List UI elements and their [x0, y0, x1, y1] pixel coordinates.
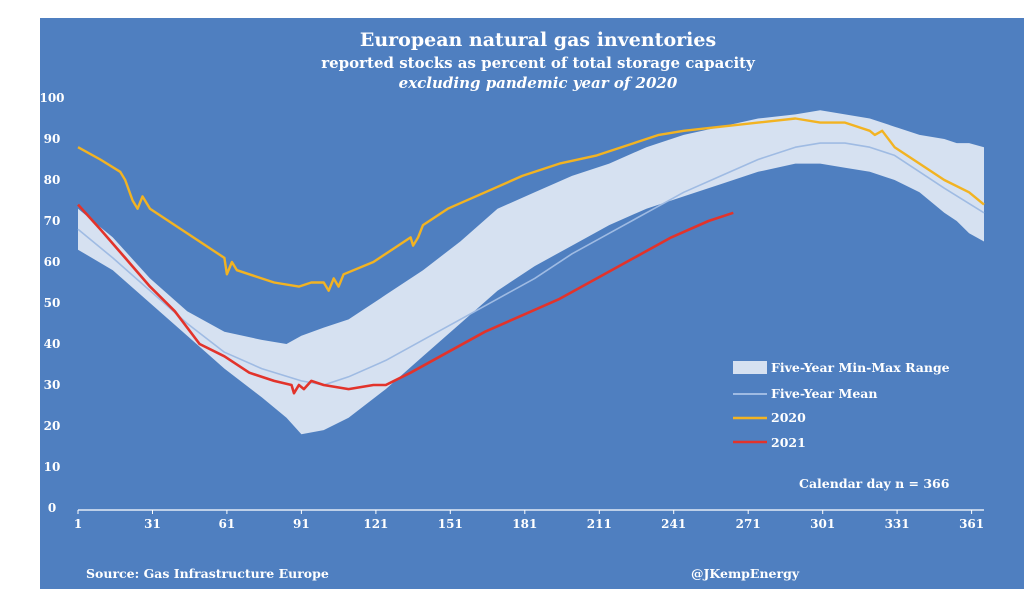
- chart-subtitle-2: excluding pandemic year of 2020: [399, 74, 678, 92]
- source-note: Source: Gas Infrastructure Europe: [86, 566, 329, 581]
- y-axis: 0 10 20 30 40 50 60 70 80 90 100: [40, 91, 65, 515]
- y-tick-label: 40: [44, 337, 61, 351]
- series-line-2020: [77, 117, 985, 292]
- legend-swatch-range: [733, 361, 767, 374]
- y-tick-label: 70: [44, 214, 61, 228]
- x-tick-label: 61: [219, 517, 236, 531]
- y-tick-label: 0: [48, 501, 56, 515]
- series-line-five-year-mean: [77, 142, 985, 386]
- x-tick-label: 241: [661, 517, 686, 531]
- y-tick-label: 50: [44, 296, 61, 310]
- legend-label-2020: 2020: [771, 410, 806, 425]
- series-line-2021: [77, 203, 734, 395]
- x-tick-label: 361: [959, 517, 984, 531]
- y-tick-label: 60: [44, 255, 61, 269]
- y-tick-label: 10: [44, 460, 61, 474]
- x-tick-label: 211: [587, 517, 612, 531]
- x-tick-label: 181: [512, 517, 537, 531]
- legend-label-range: Five-Year Min-Max Range: [771, 360, 950, 375]
- y-tick-label: 90: [44, 132, 61, 146]
- chart: European natural gas inventories reporte…: [40, 29, 985, 581]
- legend: Five-Year Min-Max Range Five-Year Mean 2…: [733, 360, 950, 450]
- chart-frame: European natural gas inventories reporte…: [40, 18, 1024, 589]
- x-tick-label: 31: [144, 517, 161, 531]
- y-tick-label: 20: [44, 419, 61, 433]
- x-tick-label: 121: [363, 517, 388, 531]
- chart-subtitle: reported stocks as percent of total stor…: [321, 54, 756, 72]
- y-tick-label: 100: [40, 91, 65, 105]
- legend-label-mean: Five-Year Mean: [771, 386, 877, 401]
- x-axis: 1 31 61 91 121 151 181 211 241 271 301 331 361: [74, 509, 984, 531]
- x-tick-label: 91: [293, 517, 310, 531]
- x-tick-label: 331: [885, 517, 910, 531]
- x-tick-label: 151: [438, 517, 463, 531]
- x-tick-label: 271: [736, 517, 761, 531]
- calendar-day-annotation: Calendar day n = 366: [799, 476, 950, 491]
- chart-title: European natural gas inventories: [360, 29, 716, 51]
- legend-label-2021: 2021: [771, 435, 806, 450]
- y-tick-label: 80: [44, 173, 61, 187]
- range-band: [78, 110, 984, 435]
- plot-area: [77, 110, 985, 435]
- x-tick-label: 1: [74, 517, 82, 531]
- x-tick-label: 301: [810, 517, 835, 531]
- author-credit: @JKempEnergy: [691, 566, 800, 581]
- y-tick-label: 30: [44, 378, 61, 392]
